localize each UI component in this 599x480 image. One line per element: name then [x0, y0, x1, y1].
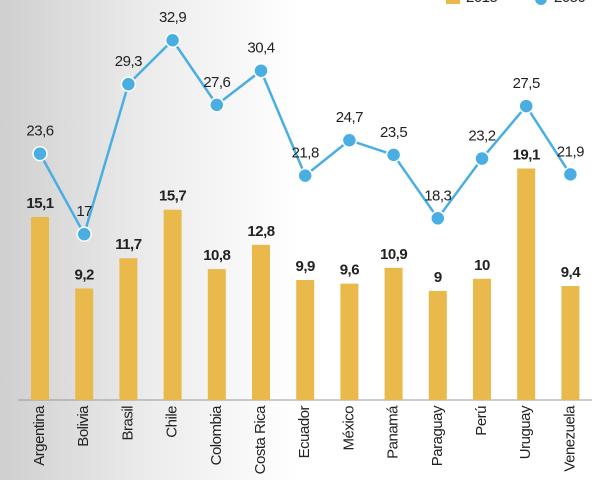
line-point: [209, 97, 225, 113]
line-point: [164, 32, 181, 48]
x-tick-label: Perú: [473, 406, 490, 436]
line-value-label: 24,7: [336, 109, 363, 126]
bar-value-label: 15,1: [26, 195, 53, 212]
line-value-label: 17: [76, 203, 92, 220]
bar-value-label: 10,9: [380, 246, 407, 263]
bar: [75, 288, 94, 400]
bar-value-label: 12,8: [247, 223, 274, 240]
bar: [252, 244, 270, 400]
x-tick-label: Bolivia: [75, 405, 92, 447]
bar-value-label: 10: [474, 257, 490, 274]
bar-value-label: 19,1: [513, 146, 540, 163]
bar: [163, 209, 182, 400]
line-point: [253, 62, 269, 79]
bar: [207, 269, 226, 400]
x-tick-label: Argentina: [31, 405, 48, 466]
bar: [561, 286, 580, 400]
bar: [340, 283, 359, 400]
bar: [384, 267, 403, 400]
line-point: [120, 76, 137, 92]
x-tick-label: Costa Rica: [252, 405, 269, 475]
bar: [517, 168, 536, 400]
line-value-label: 23,6: [26, 123, 53, 140]
x-tick-label: Uruguay: [517, 405, 534, 459]
x-tick-label: Panamá: [385, 405, 402, 459]
bar-value-label: 9,2: [75, 266, 95, 283]
bar: [428, 290, 447, 400]
legend-swatch: [446, 0, 460, 4]
x-tick-label: México: [340, 406, 357, 451]
bar: [473, 278, 491, 400]
line-value-label: 21,9: [557, 143, 584, 160]
line-value-label: 18,3: [424, 187, 451, 204]
bar-value-label: 10,8: [203, 247, 230, 264]
bar-value-label: 11,7: [115, 236, 142, 253]
line-point: [32, 145, 48, 162]
x-tick-label: Colombia: [208, 405, 225, 466]
x-tick-label: Ecuador: [296, 406, 313, 459]
line-value-label: 29,3: [115, 53, 142, 70]
line-value-label: 27,5: [513, 75, 540, 92]
bar-value-label: 15,7: [159, 188, 186, 205]
bar-value-label: 9: [434, 269, 442, 286]
line-value-label: 21,8: [292, 145, 319, 162]
x-tick-label: Brasil: [119, 406, 136, 441]
legend-label: 2015: [466, 0, 498, 6]
line-value-label: 30,4: [247, 40, 274, 57]
x-tick-label: Paraguay: [429, 405, 446, 466]
legend-swatch: [535, 0, 547, 5]
bar-value-label: 9,4: [561, 264, 582, 281]
line-point: [474, 150, 490, 167]
line-point: [518, 98, 534, 114]
bar-value-label: 9,6: [340, 262, 360, 279]
bar: [296, 280, 315, 400]
line-value-label: 32,9: [159, 9, 186, 26]
legend-label: 2050: [554, 0, 586, 6]
x-tick-label: Venezuela: [561, 405, 578, 472]
line-value-label: 23,2: [468, 128, 495, 145]
line-point: [385, 147, 402, 163]
line-point: [76, 226, 92, 242]
line-point: [562, 166, 579, 183]
line-point: [341, 132, 358, 148]
line-value-label: 27,6: [203, 74, 230, 91]
bar: [31, 216, 49, 400]
line-point: [430, 210, 446, 227]
line-value-label: 23,5: [380, 124, 407, 141]
line-point: [297, 167, 313, 184]
x-tick-label: Chile: [164, 406, 181, 438]
bar-value-label: 9,9: [296, 258, 316, 275]
bar: [119, 258, 138, 400]
